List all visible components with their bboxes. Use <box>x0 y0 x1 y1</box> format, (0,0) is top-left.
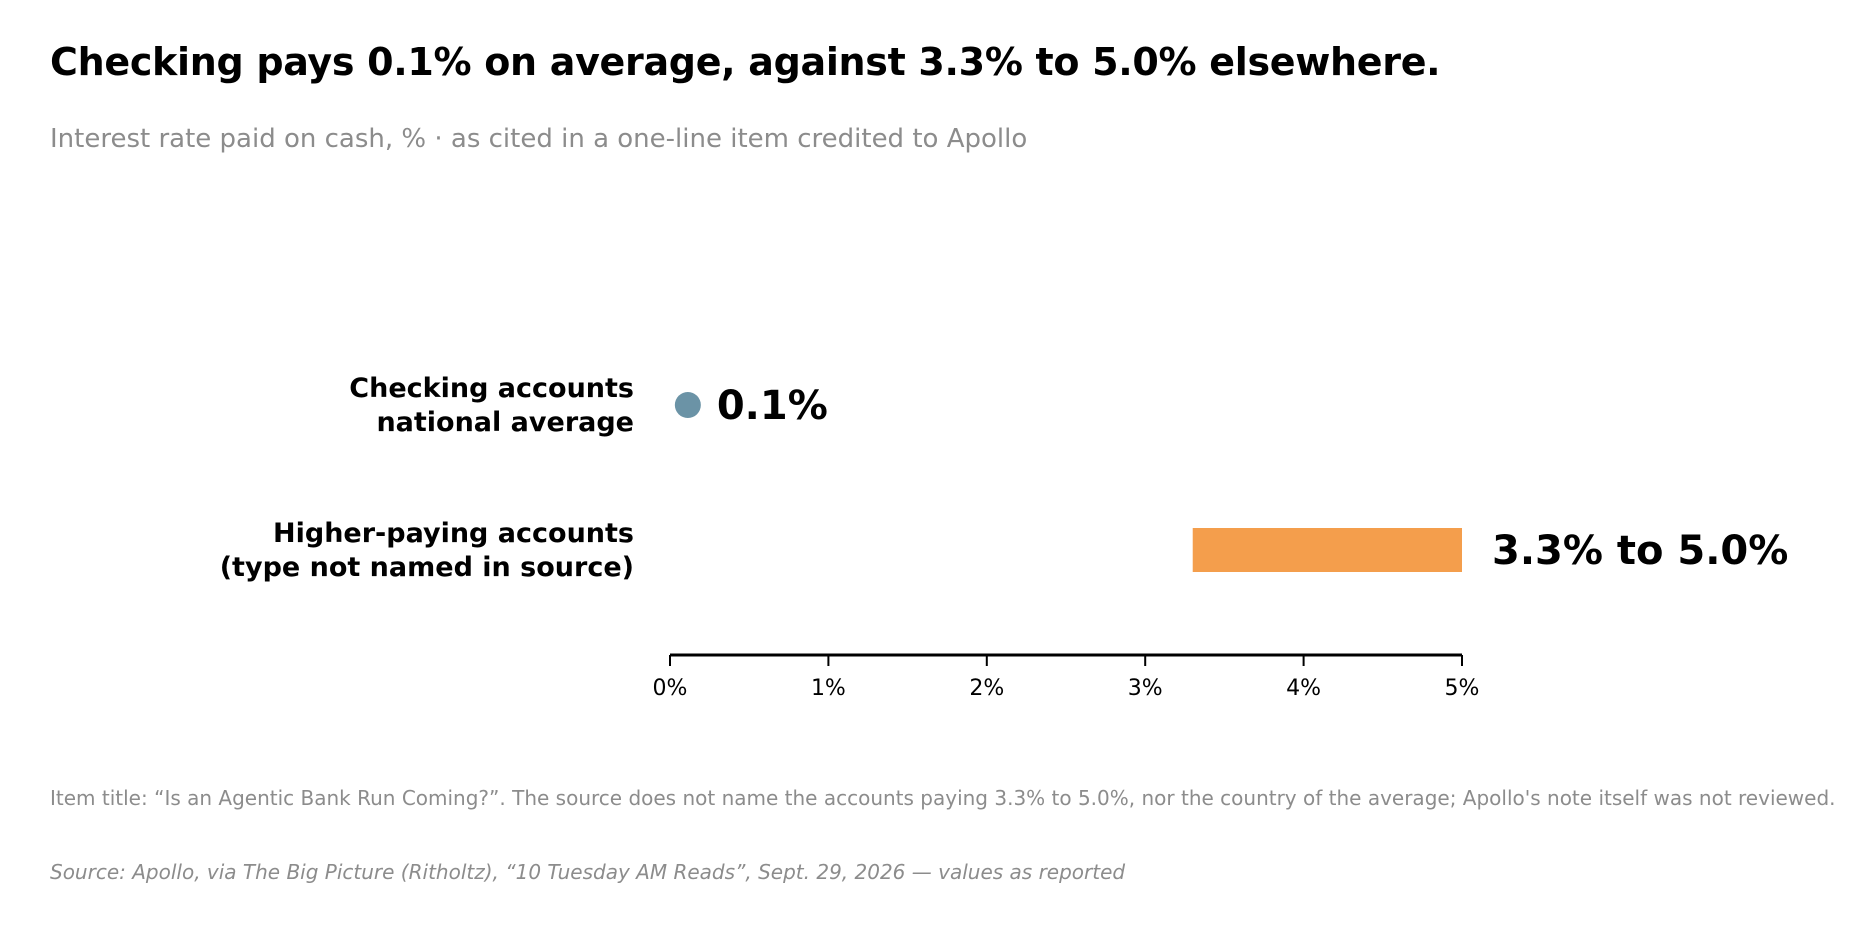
row-label-line: national average <box>376 407 634 438</box>
tick-label: 3% <box>1128 676 1163 701</box>
row-label-line: Checking accounts <box>349 373 634 404</box>
value-label: 3.3% to 5.0% <box>1492 528 1788 574</box>
tick-label: 2% <box>969 676 1004 701</box>
tick-label: 4% <box>1286 676 1321 701</box>
value-label: 0.1% <box>717 383 828 429</box>
x-axis: 0% 1% 2% 3% 4% 5% <box>653 653 1480 701</box>
chart-row: Higher-paying accounts(type not named in… <box>220 518 1789 583</box>
source-credit: Source: Apollo, via The Big Picture (Rit… <box>50 860 1126 884</box>
point-mark <box>674 392 701 418</box>
tick-label: 0% <box>653 676 688 701</box>
chart-subtitle: Interest rate paid on cash, % · as cited… <box>50 124 1028 154</box>
chart-title: Checking pays 0.1% on average, against 3… <box>50 40 1441 84</box>
row-label-line: (type not named in source) <box>220 552 634 583</box>
tick-label: 5% <box>1445 676 1480 701</box>
tick-label: 1% <box>811 676 846 701</box>
row-label-line: Higher-paying accounts <box>273 518 634 549</box>
footnote: Item title: “Is an Agentic Bank Run Comi… <box>50 786 1836 810</box>
range-bar <box>1192 528 1462 572</box>
